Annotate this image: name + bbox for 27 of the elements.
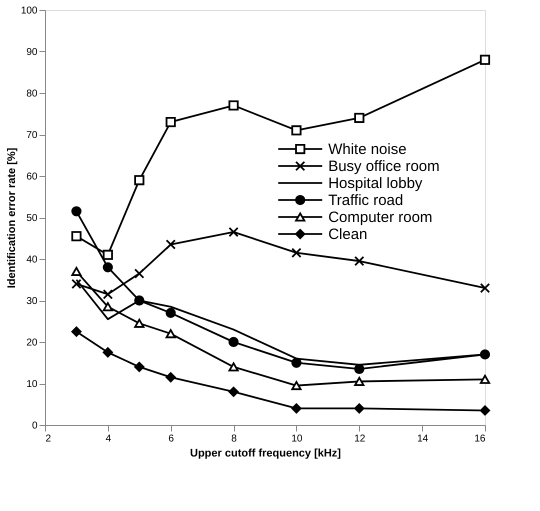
x-tick-label: 16 bbox=[474, 434, 486, 444]
y-tick-label: 70 bbox=[26, 130, 38, 141]
y-tick-label: 30 bbox=[26, 296, 38, 307]
legend-label: White noise bbox=[328, 141, 407, 158]
legend-label: Hospital lobby bbox=[328, 175, 423, 192]
x-tick-label: 6 bbox=[168, 434, 174, 444]
x-tick-label: 2 bbox=[46, 434, 52, 444]
legend-label: Traffic road bbox=[328, 192, 404, 210]
legend-label: Clean bbox=[328, 226, 368, 244]
y-tick-label: 80 bbox=[26, 88, 38, 100]
y-tick-label: 90 bbox=[26, 47, 38, 58]
y-tick-label: 60 bbox=[26, 172, 38, 182]
x-tick-label: 12 bbox=[354, 434, 366, 444]
x-tick-label: 14 bbox=[417, 434, 429, 444]
y-tick-label: 20 bbox=[26, 338, 38, 348]
x-axis-title: Upper cutoff frequency [kHz] bbox=[190, 448, 342, 460]
y-axis-title: Identification error rate [%] bbox=[6, 147, 18, 288]
y-tick-label: 100 bbox=[20, 6, 38, 16]
y-tick-label: 50 bbox=[26, 213, 38, 224]
x-tick-label: 10 bbox=[291, 434, 303, 444]
y-tick-label: 40 bbox=[26, 254, 38, 266]
legend-label: Computer room bbox=[328, 209, 432, 226]
y-tick-label: 10 bbox=[26, 379, 38, 390]
x-tick-label: 4 bbox=[106, 434, 112, 444]
y-tick-label: 0 bbox=[32, 420, 38, 432]
x-tick-label: 8 bbox=[231, 434, 238, 444]
legend-label: Busy office room bbox=[328, 158, 440, 176]
